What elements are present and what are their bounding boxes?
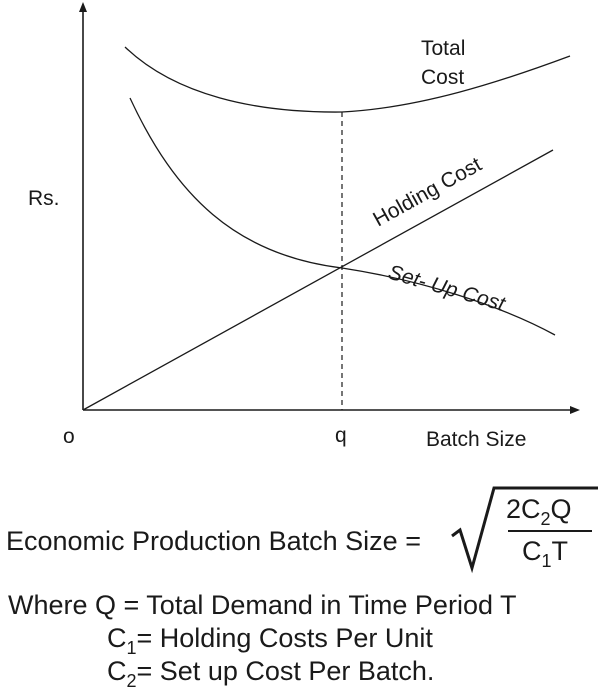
legend-where: Where Q = Total Demand in Time Period T [8,590,517,620]
setup-cost-label: Set- Up Cost [386,261,509,317]
cost-diagram: Rs. o q Batch Size Total Cost Holding Co… [28,2,580,451]
formula-denominator: C1T [522,536,569,571]
total-cost-label-line1: Total [421,37,465,60]
x-axis-arrow [570,406,580,414]
total-cost-curve [124,46,571,113]
holding-cost-line [82,149,554,411]
formula-numerator: 2C2Q [506,494,572,529]
y-axis-label: Rs. [28,187,60,210]
formula-lhs: Economic Production Batch Size = [6,526,421,556]
q-label: q [335,424,347,447]
total-cost-label-line2: Cost [421,66,464,89]
square-root-sign [451,486,598,574]
legend-c1: C1= Holding Costs Per Unit [107,623,433,658]
y-axis-arrow [79,2,87,12]
x-axis-label: Batch Size [426,428,526,451]
legend-c2: C2= Set up Cost Per Batch. [107,656,435,691]
origin-label: o [63,425,75,448]
